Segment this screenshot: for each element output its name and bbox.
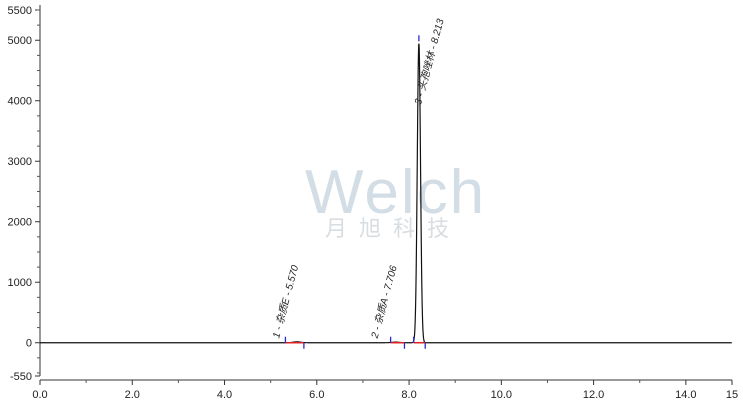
watermark-subtitle: 月旭科技	[325, 216, 461, 241]
y-tick-label: 5500	[8, 5, 32, 17]
x-tick-label: 2.0	[125, 389, 140, 401]
watermark-brand: Welch	[305, 158, 486, 227]
x-tick-label: 4.0	[217, 389, 232, 401]
y-tick-label: 3000	[8, 156, 32, 168]
watermark-logo: Welch 月旭科技	[305, 158, 486, 241]
x-tick-label: 6.0	[309, 389, 324, 401]
chromatogram-trace	[40, 43, 732, 344]
y-tick-label: 5000	[8, 35, 32, 47]
x-tick-label: 10.0	[491, 389, 512, 401]
x-tick-label: 15	[726, 389, 738, 401]
x-tick-label: 0.0	[32, 389, 47, 401]
y-tick-label: 1000	[8, 277, 32, 289]
peak-label: 1 - 杂质E - 5.570	[270, 264, 301, 340]
y-tick-label: 0	[26, 338, 32, 350]
y-tick-label: 2000	[8, 217, 32, 229]
peak-label: 3 - 头孢唑林 - 8.213	[412, 17, 447, 106]
peak-label: 2 - 杂质A - 7.706	[369, 264, 400, 341]
y-tick-label: -550	[10, 371, 32, 383]
y-tick-label: 4000	[8, 96, 32, 108]
x-tick-label: 14.0	[675, 389, 696, 401]
x-tick-label: 12.0	[583, 389, 604, 401]
x-tick-label: 8.0	[401, 389, 416, 401]
